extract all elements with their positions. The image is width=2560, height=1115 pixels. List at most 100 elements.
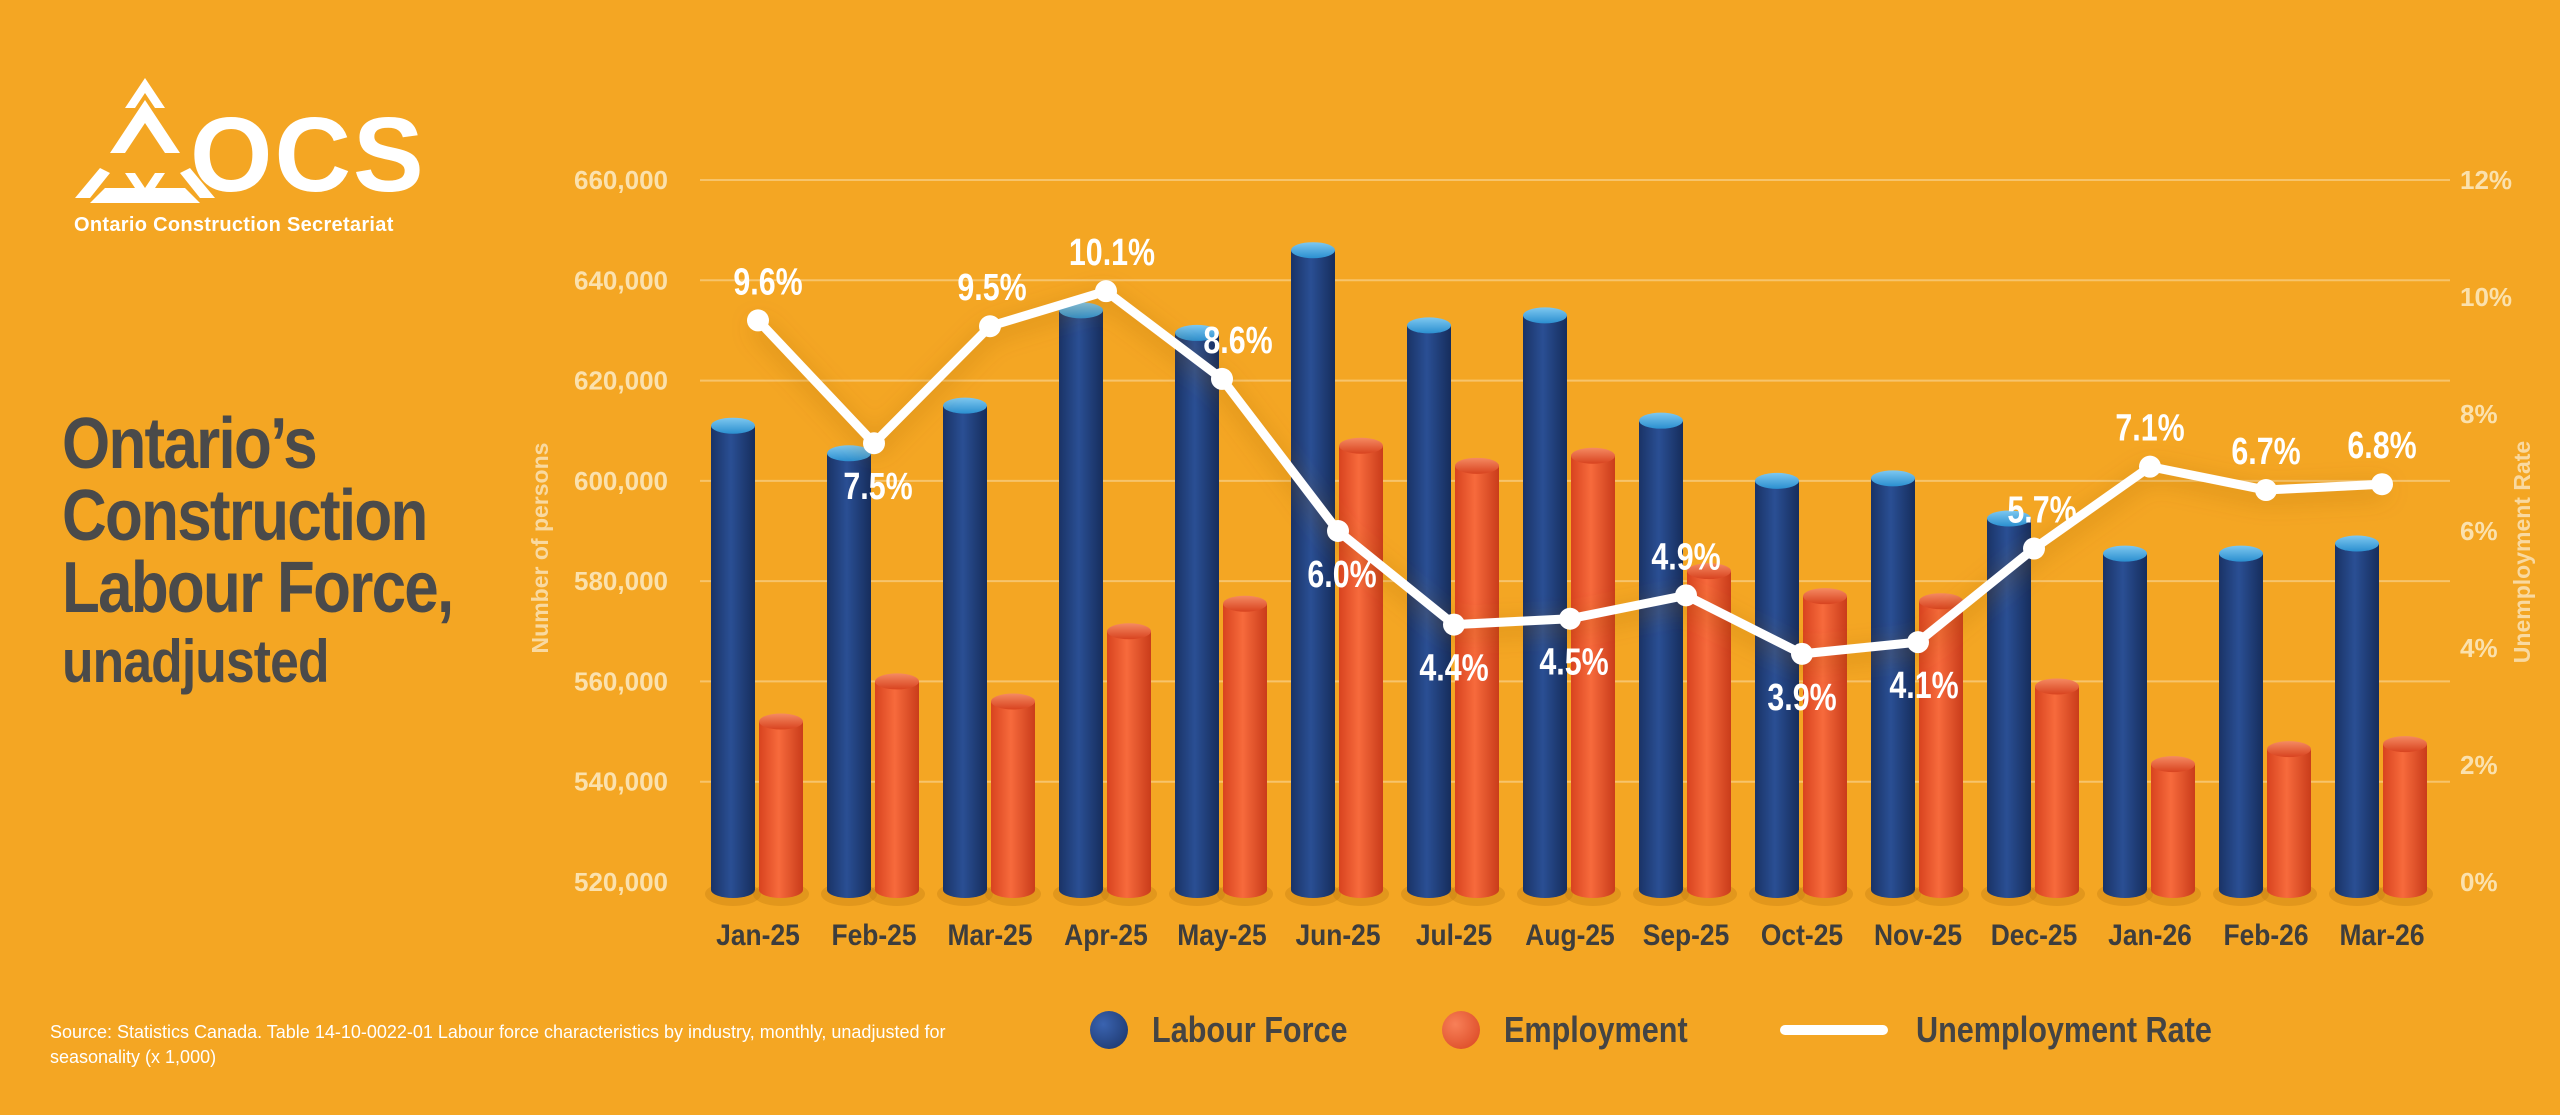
y2-tick-label: 2% [2460,750,2498,780]
x-tick-label: Jan-26 [2108,917,2192,951]
unemployment-point [747,309,769,332]
employment-bar [1565,447,1621,906]
unemployment-point [1327,520,1349,542]
labour-force-bar [2329,535,2385,906]
x-tick-label: Feb-26 [2223,917,2308,951]
employment-bar [1101,623,1157,906]
unemployment-rate-label: 3.9% [1767,677,1836,719]
y-axis-label: Number of persons [527,443,553,654]
employment-bar [1333,437,1389,906]
unemployment-point [1443,613,1465,636]
unemployment-point [2139,455,2161,478]
labour-force-bar [821,445,877,906]
y2-tick-label: 12% [2460,165,2512,195]
legend-employment: Employment [1442,1009,1720,1051]
unemployment-point [2023,537,2045,560]
employment-bar [1797,588,1853,906]
unemployment-rate-label: 6.8% [2347,425,2416,467]
x-tick-label: Oct-25 [1761,917,1843,951]
unemployment-rate-label: 9.5% [957,267,1026,309]
unemployment-rate-label: 4.1% [1889,665,1958,707]
unemployment-rate-label: 4.9% [1651,536,1720,578]
employment-bar [2145,756,2201,906]
x-tick-label: Mar-25 [947,917,1032,951]
employment-bar [2029,678,2085,906]
x-tick-label: May-25 [1177,917,1267,951]
legend-unemployment-label: Unemployment Rate [1916,1009,2212,1050]
employment-bar [2261,741,2317,906]
y2-tick-label: 6% [2460,516,2498,546]
legend-labour-force: Labour Force [1090,1009,1382,1051]
employment-bar [985,693,1041,906]
source-note: Source: Statistics Canada. Table 14-10-0… [50,1022,946,1068]
chart-legend: Labour Force Employment Unemployment Rat… [1090,1005,2324,1055]
x-tick-label: Aug-25 [1525,917,1614,951]
employment-bar [1449,457,1505,906]
y-tick-label: 660,000 [574,165,668,195]
employment-bar [1913,593,1969,906]
ocs-logo-icon [75,78,215,203]
x-tick-label: Apr-25 [1064,917,1148,951]
unemployment-point [1559,607,1581,630]
employment-bar [2377,736,2433,906]
y-tick-label: 640,000 [574,265,668,295]
employment-bar [753,713,809,906]
y2-tick-label: 8% [2460,399,2498,429]
employment-bar [869,673,925,906]
legend-labour-force-label: Labour Force [1152,1009,1348,1050]
labour-force-bar [705,417,761,906]
unemployment-rate-label: 4.4% [1419,647,1488,689]
title-line-1: Ontario’s [62,404,318,484]
unemployment-swatch [1780,1025,1889,1035]
unemployment-rate-label: 7.5% [843,466,912,508]
unemployment-rate-label: 5.7% [2007,489,2076,531]
unemployment-point [1211,367,1233,390]
labour-force-chart: 660,000 640,000 620,000 600,000 580,000 560,0… [527,165,2535,951]
x-tick-label: Nov-25 [1874,917,1962,951]
title-line-2: Construction [62,476,428,556]
labour-force-bar [1633,412,1689,906]
unemployment-point [863,432,885,455]
unemployment-point [2255,479,2277,502]
unemployment-rate-label: 4.5% [1539,642,1608,684]
labour-force-bar [1401,317,1457,906]
employment-bar [1681,563,1737,906]
y-tick-label: 620,000 [574,366,668,396]
y2-tick-label: 4% [2460,633,2498,663]
unemployment-rate-label: 6.7% [2231,431,2300,473]
labour-force-bar [1517,307,1573,906]
unemployment-point [1675,584,1697,607]
employment-swatch [1442,1011,1481,1049]
unemployment-point [2371,473,2393,496]
x-tick-label: Jun-25 [1295,917,1380,951]
page-title: Ontario’s Construction Labour Force, una… [62,408,516,692]
unemployment-rate-label: 6.0% [1307,554,1376,596]
unemployment-rate-label: 7.1% [2115,408,2184,450]
x-tick-label: Feb-25 [831,917,916,951]
x-tick-label: Dec-25 [1991,917,2078,951]
legend-unemployment: Unemployment Rate [1780,1009,2264,1051]
legend-employment-label: Employment [1504,1009,1688,1050]
y2-tick-label: 0% [2460,867,2498,897]
unemployment-point [1907,631,1929,654]
x-tick-label: Jul-25 [1416,917,1492,951]
y2-axis-label: Unemployment Rate [2509,441,2535,663]
x-tick-label: Mar-26 [2339,917,2424,951]
y-tick-label: 560,000 [574,666,668,696]
logo-text: OCS [190,96,426,214]
y-tick-label: 600,000 [574,466,668,496]
title-line-4: unadjusted [62,628,329,695]
labour-force-bar [1865,470,1921,906]
labour-force-bar [1169,324,1225,906]
labour-force-bar [1285,242,1341,906]
unemployment-rate-label: 8.6% [1203,320,1272,362]
x-tick-label: Jan-25 [716,917,800,951]
labour-force-bar [1749,472,1805,906]
y-tick-label: 520,000 [574,867,668,897]
unemployment-point [1095,280,1117,303]
labour-force-bar [937,397,993,906]
x-tick-label: Sep-25 [1643,917,1730,951]
labour-force-swatch [1090,1011,1128,1049]
y2-tick-label: 10% [2460,282,2512,312]
title-line-3: Labour Force, [62,548,454,628]
